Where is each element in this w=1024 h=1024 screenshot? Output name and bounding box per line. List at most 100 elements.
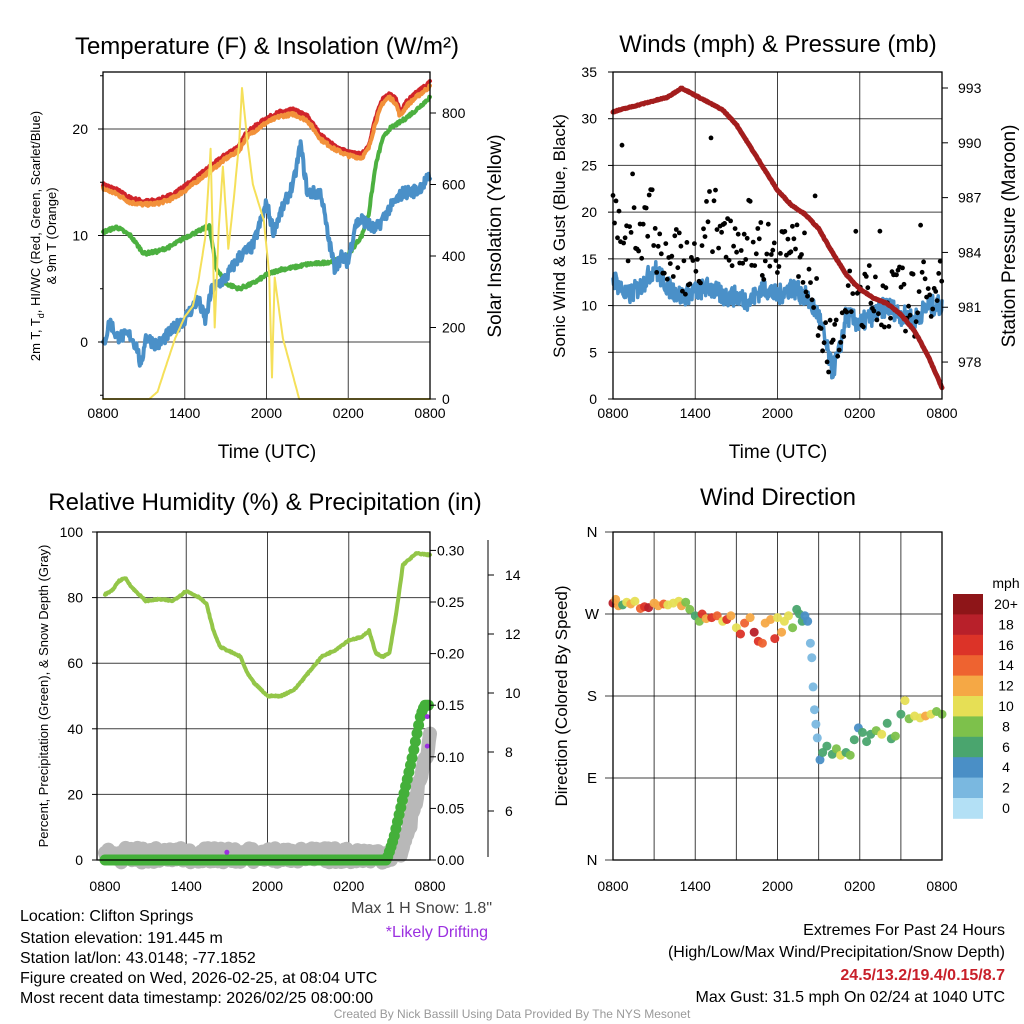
colorbar-label: 6 (1002, 739, 1010, 755)
wind-ytick-label: 25 (581, 157, 597, 173)
gust-point (764, 251, 770, 257)
gust-point (750, 239, 756, 245)
direction-xtick-label: 2000 (762, 878, 793, 894)
gust-point (847, 268, 853, 274)
wind-plot-frame (612, 71, 943, 400)
direction-point (822, 741, 832, 751)
direction-plot-frame (612, 531, 943, 861)
colorbar-swatch (953, 614, 983, 636)
gust-point (927, 292, 933, 298)
precip-point (413, 719, 425, 731)
footer-created: Figure created on Wed, 2026-02-25, at 08… (20, 970, 377, 987)
colorbar-swatch (953, 675, 983, 697)
direction-point (862, 737, 872, 747)
direction-point (777, 627, 787, 637)
gust-point (782, 229, 788, 234)
gust-point (865, 285, 871, 291)
gust-point (850, 291, 856, 296)
gust-point (790, 223, 795, 229)
gust-point (728, 218, 733, 224)
direction-point (858, 727, 867, 737)
gust-point (645, 233, 651, 239)
credit-line: Created By Nick Bassill Using Data Provi… (334, 1007, 691, 1021)
direction-point (849, 735, 859, 745)
gust-point (636, 248, 641, 254)
extremes-title: Extremes For Past 24 Hours (803, 922, 1005, 939)
series-2m-td (101, 139, 432, 368)
series-9m-t (101, 83, 432, 208)
gust-point (871, 308, 877, 314)
gust-point (726, 257, 732, 263)
footer-latlon: Station lat/lon: 43.0148; -77.1852 (20, 950, 256, 967)
gust-point (631, 205, 637, 211)
gust-point (868, 300, 874, 306)
gust-point (646, 192, 652, 198)
colorbar-label: 0 (1002, 800, 1010, 816)
gust-point (820, 348, 825, 354)
gust-point (738, 248, 744, 253)
direction-point (900, 696, 910, 706)
direction-point (818, 748, 828, 757)
temp-ytick-label: 10 (72, 228, 88, 244)
gust-point (752, 263, 758, 268)
direction-point (896, 709, 906, 719)
snow-ytick-label: 10 (505, 685, 521, 701)
gust-point (744, 235, 750, 241)
direction-xtick-label: 1400 (680, 878, 711, 894)
gust-point (756, 236, 762, 242)
direction-point (681, 597, 691, 607)
gust-point (805, 293, 810, 299)
gust-point (657, 231, 663, 237)
gust-point (765, 221, 771, 227)
precip-point (411, 727, 423, 739)
precip-point (409, 736, 421, 748)
rh-xtick-label: 0800 (89, 878, 120, 894)
gust-point (707, 189, 712, 194)
gust-point (907, 312, 913, 318)
rh-plot-frame (96, 531, 431, 861)
gust-point (900, 265, 905, 271)
direction-point (807, 653, 817, 663)
gust-point (681, 258, 687, 264)
gust-point (621, 240, 626, 246)
gust-point (934, 298, 940, 303)
colorbar-label: 4 (1002, 759, 1010, 775)
direction-point (882, 718, 892, 728)
gust-point (916, 289, 922, 294)
gust-point (753, 251, 759, 257)
temp-xtick-label: 1400 (169, 405, 200, 421)
gust-point (729, 263, 735, 269)
gust-point (704, 199, 709, 204)
extremes-values: 24.5/13.2/19.4/0.15/8.7 (840, 967, 1005, 984)
gust-point (903, 328, 908, 334)
gust-point (683, 291, 688, 297)
gust-point (673, 227, 679, 232)
insolation-ytick-label: 200 (442, 320, 466, 336)
pressure-ytick-label: 987 (958, 190, 982, 206)
gust-point (863, 274, 869, 279)
gust-point (663, 241, 669, 247)
gust-point (692, 241, 697, 247)
gust-point (628, 230, 634, 235)
gust-point (661, 270, 667, 276)
direction-point (788, 623, 798, 633)
pressure-ytick-label: 984 (958, 244, 982, 260)
wind-xtick-label: 0800 (597, 405, 628, 421)
gust-point (735, 231, 741, 237)
wind-ylabel: Sonic Wind & Gust (Blue, Black) (550, 114, 569, 358)
gust-point (652, 226, 658, 231)
gust-point (723, 254, 729, 260)
wind-ytick-label: 10 (581, 298, 597, 314)
gust-point (811, 305, 816, 310)
gust-point (702, 234, 708, 240)
rh-xtick-label: 2000 (252, 878, 283, 894)
snow-ytick-label: 12 (505, 626, 521, 642)
rh-panel-title: Relative Humidity (%) & Precipitation (i… (48, 489, 481, 516)
pressure-ytick-label: 981 (958, 299, 982, 315)
gust-point (740, 260, 746, 266)
pressure-ytick-label: 978 (958, 354, 982, 370)
gust-point (802, 230, 807, 236)
direction-point (630, 596, 640, 606)
footer-recent: Most recent data timestamp: 2026/02/25 0… (20, 990, 373, 1007)
direction-ytick-label: W (585, 606, 600, 623)
